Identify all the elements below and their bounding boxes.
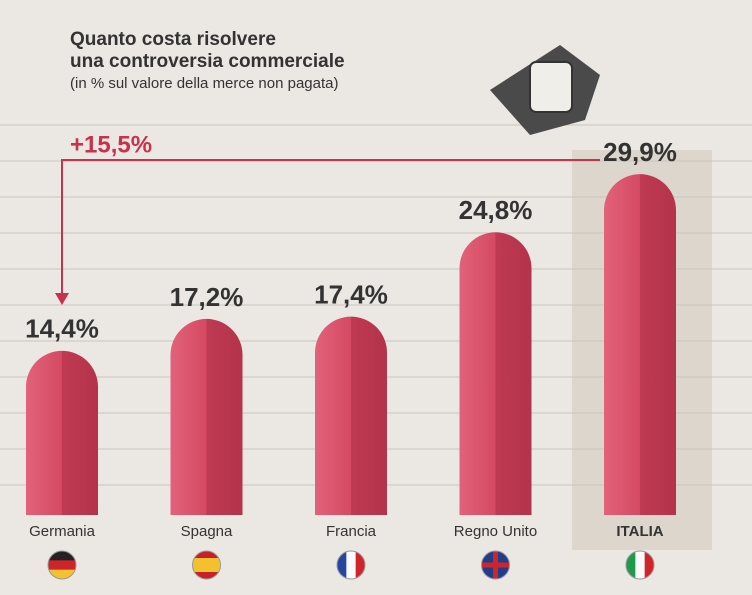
flag-stripe xyxy=(644,551,654,579)
data-label: 24,8% xyxy=(459,195,533,225)
flag-border xyxy=(192,550,221,580)
flag-stripe xyxy=(626,551,636,579)
icon-stamp xyxy=(529,61,573,113)
chart-title: una controversia commerciale xyxy=(70,51,345,72)
bar xyxy=(315,316,387,515)
flag xyxy=(481,551,510,579)
flag xyxy=(337,551,365,579)
chart-title: Quanto costa risolvere xyxy=(70,29,276,50)
flag-border xyxy=(481,550,510,580)
bar xyxy=(604,174,676,515)
chart-subtitle: (in % sul valore della merce non pagata) xyxy=(70,75,338,92)
flag-stripe xyxy=(48,569,76,579)
data-label: 17,2% xyxy=(170,282,244,312)
flag-stripe xyxy=(355,551,365,579)
flag xyxy=(48,551,76,579)
flag-stripe xyxy=(481,562,510,568)
flag-stripe xyxy=(48,560,76,571)
bar xyxy=(459,232,532,515)
x-tick-label: ITALIA xyxy=(616,523,663,540)
flag-border xyxy=(336,550,366,580)
data-label: 29,9% xyxy=(603,137,677,167)
bar xyxy=(170,318,243,515)
flag-stripe xyxy=(337,551,347,579)
flag-stripe xyxy=(48,551,76,561)
flag-stripe xyxy=(635,551,646,579)
annotation: +15,5% xyxy=(70,131,152,158)
flag-border xyxy=(625,550,655,580)
x-tick-label: Regno Unito xyxy=(454,523,537,540)
flag-stripe xyxy=(346,551,357,579)
annotation-arrow xyxy=(61,159,600,296)
flag xyxy=(192,551,221,579)
flag-stripe xyxy=(192,558,221,572)
x-tick-label: Francia xyxy=(326,523,377,540)
arrow-head xyxy=(55,293,69,305)
data-label: 14,4% xyxy=(25,314,99,344)
bar xyxy=(26,350,98,515)
flag xyxy=(626,551,654,579)
x-tick-label: Germania xyxy=(29,523,96,540)
flag-border xyxy=(47,550,77,580)
x-tick-label: Spagna xyxy=(181,523,233,540)
data-label: 17,4% xyxy=(314,280,388,310)
